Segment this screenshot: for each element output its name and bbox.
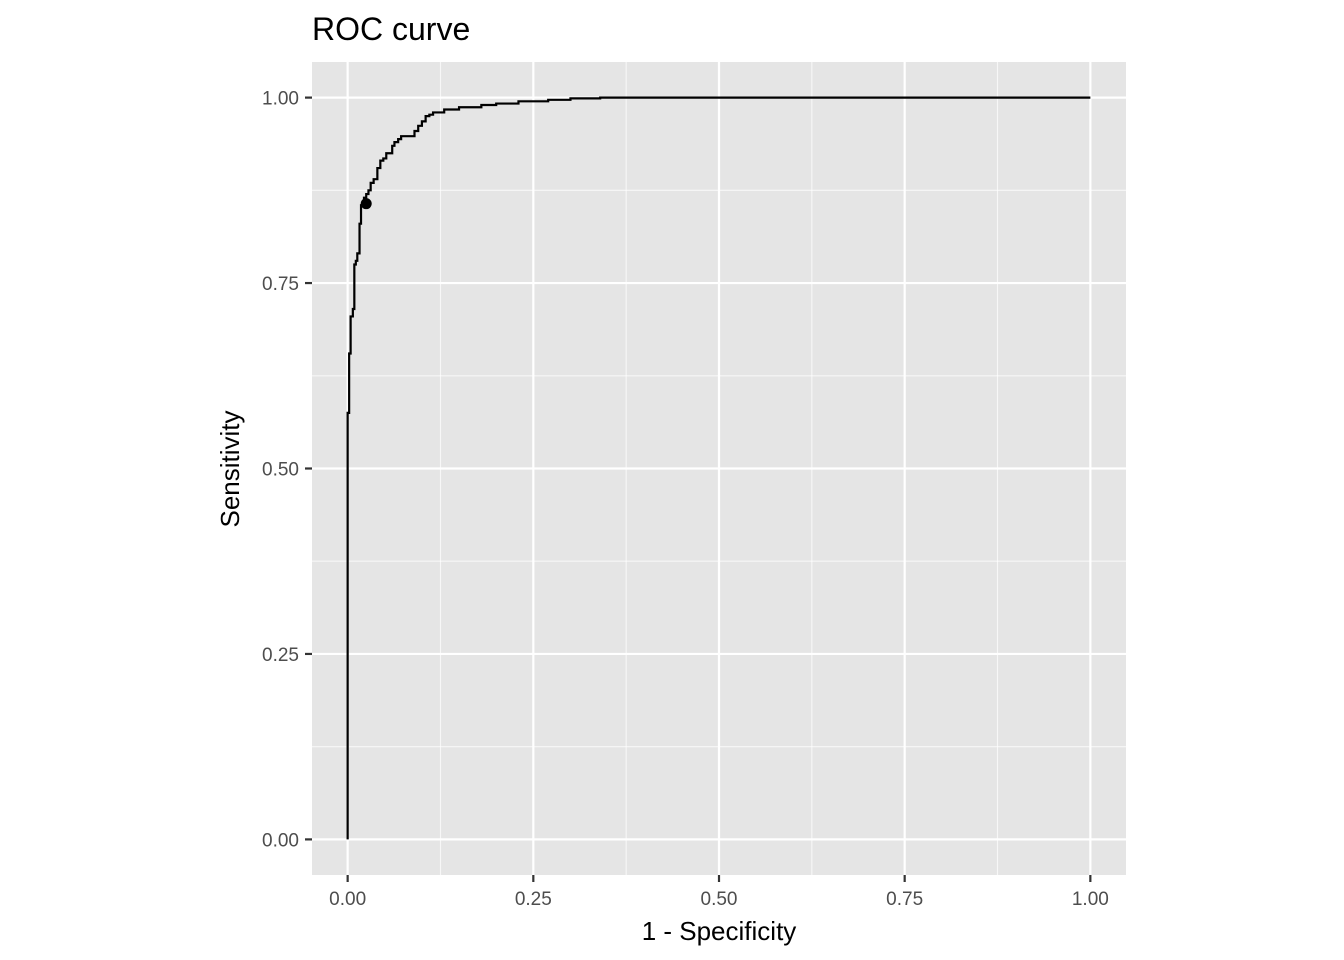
y-tick-label: 1.00 bbox=[262, 89, 299, 110]
major-gridlines bbox=[312, 62, 1126, 875]
chart-title: ROC curve bbox=[312, 11, 470, 47]
optimal-threshold-point bbox=[360, 198, 372, 210]
y-axis: 0.00 0.25 0.50 0.75 1.00 bbox=[262, 89, 312, 851]
x-tick-label: 0.50 bbox=[701, 889, 738, 910]
x-axis: 0.00 0.25 0.50 0.75 1.00 bbox=[329, 875, 1109, 910]
x-tick-label: 0.00 bbox=[329, 889, 366, 910]
x-axis-title: 1 - Specificity bbox=[642, 916, 797, 946]
y-tick-label: 0.50 bbox=[262, 460, 299, 481]
roc-series bbox=[346, 96, 1091, 840]
x-tick-label: 0.75 bbox=[886, 889, 923, 910]
y-axis-title: Sensitivity bbox=[215, 410, 245, 527]
y-tick-label: 0.25 bbox=[262, 645, 299, 666]
x-tick-label: 0.25 bbox=[515, 889, 552, 910]
y-tick-label: 0.00 bbox=[262, 830, 299, 851]
roc-curve-line bbox=[346, 96, 1091, 840]
x-tick-label: 1.00 bbox=[1072, 889, 1109, 910]
y-tick-label: 0.75 bbox=[262, 274, 299, 295]
